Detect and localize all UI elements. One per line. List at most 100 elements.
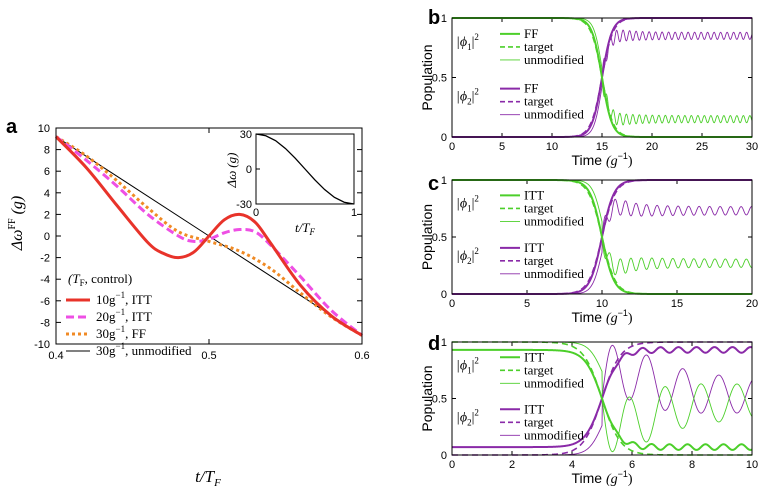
phi1-legend-entry-2: unmodified	[524, 213, 584, 228]
y-tick-label: 0	[441, 289, 447, 301]
y-tick-label: 0	[441, 132, 447, 144]
legend-entry-2: 30g−1, FF	[96, 324, 146, 341]
y-tick-label: 1	[441, 337, 447, 349]
series-line-0	[54, 135, 363, 337]
svg-text:Δω(g): Δω (g)	[224, 153, 239, 189]
xlabel-unit: (g	[606, 311, 618, 326]
x-tick-label: 10	[746, 459, 758, 471]
y-tick-label: -2	[40, 253, 50, 265]
xlabel-close: )	[628, 311, 633, 326]
phi2-sup: 2	[474, 407, 479, 417]
xlabel-close: )	[628, 154, 633, 169]
xlabel-sup: −1	[618, 308, 628, 318]
phi2-sub: 2	[467, 256, 472, 266]
inset-xlabel-sub: F	[308, 227, 315, 237]
legend-entry-1: 20g−1, ITT	[96, 307, 152, 324]
panel-a-xlabel-sub: F	[213, 477, 221, 489]
panel-a-ylabel: ΔωFF (g)	[7, 196, 26, 251]
inset-x-tick-label: 0	[253, 207, 259, 219]
x-tick-label: 20	[746, 298, 758, 310]
phi2-legend-entry-1: target	[524, 253, 554, 268]
xlabel-time: Time	[571, 470, 605, 486]
panel-d-xlabel: Time (g−1)	[571, 469, 632, 487]
phi2-legend-label: |ϕ2|2	[456, 87, 479, 107]
inset-ylabel-unit: (g)	[224, 153, 239, 168]
inset-ylabel: Δω (g)	[224, 153, 239, 189]
phi1-sup: 2	[474, 32, 479, 42]
panel-c-series	[452, 179, 753, 295]
series-line-1	[55, 135, 363, 337]
y-tick-label: -6	[40, 296, 50, 308]
phi2-legend-entry-2: unmodified	[524, 266, 584, 281]
phi2-legend-entry-0: ITT	[524, 401, 544, 416]
series-line-2	[55, 135, 363, 337]
legend-rest: , unmodified	[125, 343, 192, 358]
y-tick-label: -4	[40, 274, 50, 286]
phi1-legend-entry-2: unmodified	[524, 52, 584, 67]
phi1-legend-entry-0: ITT	[524, 187, 544, 202]
phi2-legend-label: |ϕ2|2	[456, 407, 479, 427]
xlabel-unit: (g	[606, 154, 618, 169]
legend-title-rest: , control)	[85, 271, 133, 286]
x-tick-label: 6	[629, 459, 635, 471]
phi2-legend-entry-2: unmodified	[524, 427, 584, 442]
phi2-sup: 2	[474, 246, 479, 256]
x-tick-label: 2	[509, 459, 515, 471]
panel-b-ticks: 00.510 5 10 15 20 25 30	[432, 13, 758, 153]
phi1-sub: 1	[467, 365, 472, 375]
panel-a-legend-title: (TF, control)	[68, 271, 132, 288]
phi2-sub: 2	[467, 417, 472, 427]
y-tick-label: 4	[44, 188, 50, 200]
phi1-sup: 2	[474, 193, 479, 203]
phi2-symbol: |ϕ	[456, 410, 467, 425]
phi2-symbol: |ϕ	[456, 249, 467, 264]
y-tick-label: 6	[44, 166, 50, 178]
phi1-sub: 1	[467, 42, 472, 52]
x-tick-label: 15	[596, 141, 608, 153]
phi2-unmodified-line	[452, 198, 753, 295]
panel-a-ylabel-symbol: Δω	[9, 230, 26, 252]
inset-frame	[255, 133, 355, 205]
legend-title-t: (T	[68, 271, 80, 286]
inset-x-tick-label: 1	[351, 207, 357, 219]
phi1-symbol: |ϕ	[456, 196, 467, 211]
legend-rest: , ITT	[125, 292, 152, 307]
phi2-symbol: |ϕ	[456, 90, 467, 105]
inset-y-tick-label: 0	[246, 164, 252, 176]
x-tick-label: 0.6	[354, 350, 369, 362]
phi1-symbol: |ϕ	[456, 358, 467, 373]
x-tick-label: 25	[696, 141, 708, 153]
panel-d-label: d	[428, 333, 440, 355]
phi2-legend-entry-0: ITT	[524, 240, 544, 255]
y-tick-label: 0.5	[432, 394, 447, 406]
phi2-bar: |	[472, 410, 475, 425]
phi2-legend-entry-1: target	[524, 414, 554, 429]
legend-sup: −1	[116, 324, 126, 334]
inset-xlabel-text: t/T	[295, 220, 310, 235]
panel-c-frame	[451, 179, 753, 295]
phi2-legend-label: |ϕ2|2	[456, 246, 479, 266]
y-tick-label: 0.5	[432, 73, 447, 85]
y-tick-label: -10	[34, 339, 50, 351]
y-tick-label: 1	[441, 175, 447, 187]
panel-a-ylabel-sup: FF	[7, 218, 18, 230]
legend-num: 30g	[96, 326, 116, 341]
legend-entry-3: 30g−1, unmodified	[96, 341, 192, 358]
y-tick-label: 2	[44, 209, 50, 221]
x-tick-label: 0	[449, 141, 455, 153]
phi1-control-line	[452, 348, 753, 451]
phi1-sup: 2	[474, 355, 479, 365]
phi2-sub: 2	[467, 97, 472, 107]
y-tick-label: -8	[40, 317, 50, 329]
phi1-legend-entry-0: ITT	[524, 349, 544, 364]
x-tick-label: 0.5	[201, 350, 216, 362]
panel-a-inset: 300-300 1 Δω(g) t/TF	[224, 129, 357, 237]
phi2-bar: |	[472, 249, 475, 264]
y-tick-label: 8	[44, 145, 50, 157]
